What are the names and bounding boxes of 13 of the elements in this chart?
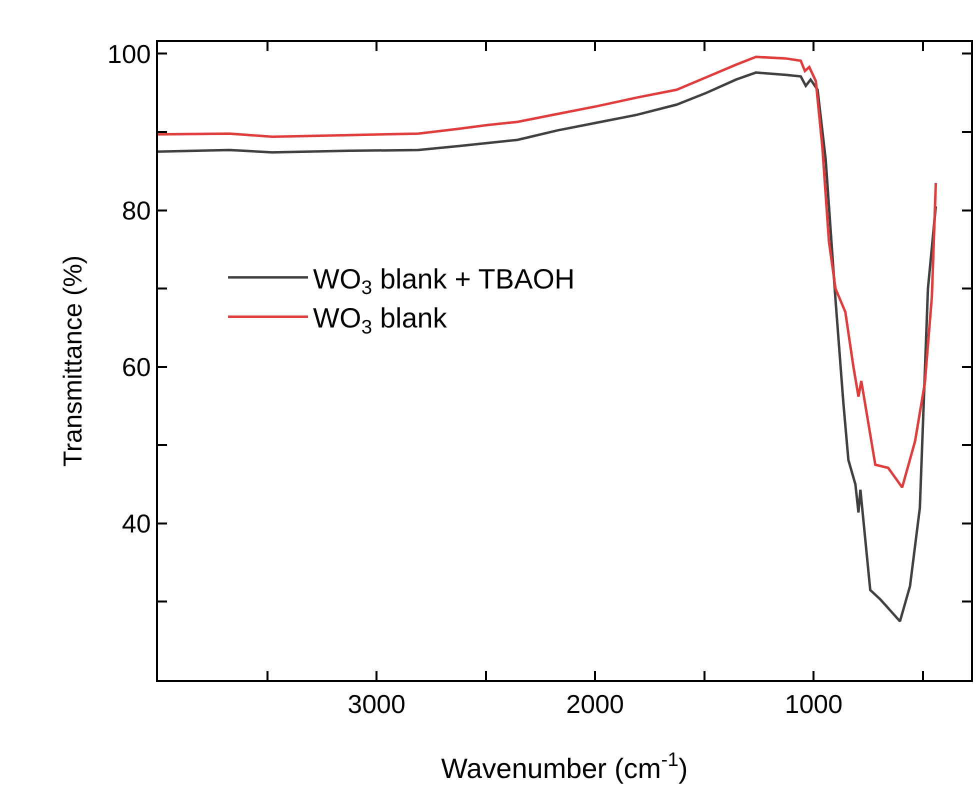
y-tick-label: 100 [107,38,151,69]
y-axis-title: Transmittance (%) [57,255,88,467]
line-series [158,56,938,489]
line-series [158,71,938,623]
legend-label: WO$_{3}$ blank [313,302,448,339]
x-axis-title: Wavenumber (cm$^{-1}$) [441,749,688,784]
y-tick-label: 40 [122,508,151,539]
x-tick-label: 3000 [348,689,406,720]
y-tick-label: 60 [122,352,151,382]
x-tick-label: 1000 [784,689,843,720]
legend-label: WO$_{3}$ blank + TBAOH [313,263,575,300]
x-tick-label: 2000 [566,689,624,720]
y-tick-label: 80 [122,195,151,226]
